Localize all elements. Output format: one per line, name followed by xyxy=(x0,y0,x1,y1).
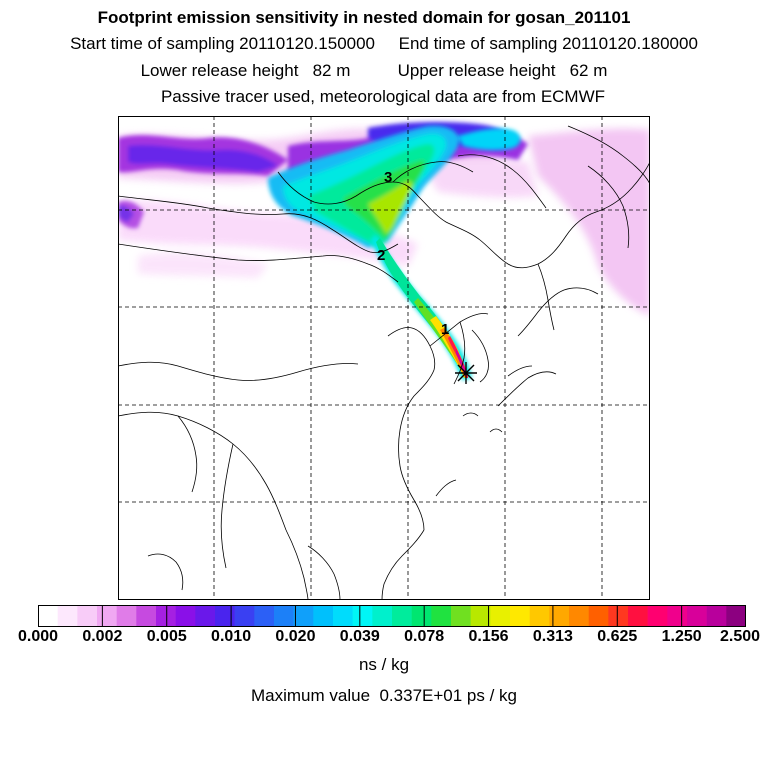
colorbar-units: ns / kg xyxy=(358,655,410,674)
colorbar xyxy=(38,605,746,627)
colorbar-swatch xyxy=(372,605,393,627)
colorbar-swatch xyxy=(667,605,688,627)
colorbar-swatch xyxy=(549,605,570,627)
colorbar-swatch xyxy=(57,605,78,627)
colorbar-swatch xyxy=(352,605,373,627)
graticule xyxy=(118,116,650,600)
coastlines xyxy=(118,125,650,600)
tracer-info-line: Passive tracer used, meteorological data… xyxy=(160,87,606,106)
colorbar-swatch xyxy=(333,605,353,627)
colorbar-swatch xyxy=(529,605,550,627)
colorbar-tick-label: 1.250 xyxy=(661,628,702,645)
colorbar-swatch xyxy=(293,605,314,627)
colorbar-tick-label: 0.313 xyxy=(532,628,573,645)
colorbar-tick-label: 0.078 xyxy=(404,628,445,645)
release-height-line: Lower release height 82 m Upper release … xyxy=(140,61,608,80)
colorbar-swatch xyxy=(451,605,471,627)
colorbar-swatch xyxy=(392,605,412,627)
colorbar-swatch xyxy=(136,605,157,627)
colorbar-swatch xyxy=(588,605,609,627)
colorbar-swatch xyxy=(156,605,176,627)
colorbar-swatch xyxy=(687,605,707,627)
trajectory-label-2: 2 xyxy=(377,247,385,264)
colorbar-swatch xyxy=(706,605,727,627)
colorbar-tick-label: 2.500 xyxy=(719,628,761,645)
colorbar-tick-label: 0.020 xyxy=(275,628,316,645)
plot-title: Footprint emission sensitivity in nested… xyxy=(97,8,631,27)
colorbar-swatch xyxy=(195,605,216,627)
colorbar-swatch xyxy=(77,605,98,627)
colorbar-tick-label: 0.005 xyxy=(146,628,187,645)
colorbar-swatch xyxy=(234,605,255,627)
colorbar-swatch xyxy=(116,605,137,627)
colorbar-swatch xyxy=(510,605,530,627)
colorbar-swatch xyxy=(38,605,58,627)
colorbar-tick-label: 0.000 xyxy=(17,628,59,645)
colorbar-swatch xyxy=(431,605,452,627)
colorbar-swatch xyxy=(97,605,117,627)
maximum-value-label: Maximum value 0.337E+01 ps / kg xyxy=(251,686,517,705)
colorbar-tick-label: 0.156 xyxy=(468,628,509,645)
colorbar-swatch xyxy=(490,605,511,627)
trajectory-label-1: 1 xyxy=(441,321,449,338)
colorbar-swatch xyxy=(647,605,668,627)
footprint-map: 1 2 3 xyxy=(118,116,650,600)
colorbar-swatch xyxy=(254,605,275,627)
asterisk-icon xyxy=(455,362,477,384)
colorbar-swatch xyxy=(411,605,432,627)
colorbar-swatch xyxy=(608,605,629,627)
colorbar-swatch xyxy=(215,605,235,627)
colorbar-swatch xyxy=(313,605,334,627)
colorbar-swatch xyxy=(569,605,589,627)
colorbar-tick-label: 0.039 xyxy=(339,628,380,645)
plume-tongue xyxy=(370,234,472,380)
plume-core xyxy=(268,125,521,248)
colorbar-border xyxy=(38,605,746,627)
trajectory-label-3: 3 xyxy=(384,169,392,186)
colorbar-tick-label: 0.010 xyxy=(211,628,252,645)
colorbar-swatch xyxy=(628,605,648,627)
colorbar-swatch xyxy=(726,605,746,627)
colorbar-swatch xyxy=(274,605,294,627)
colorbar-swatch xyxy=(470,605,491,627)
colorbar-swatch xyxy=(175,605,196,627)
sampling-time-line: Start time of sampling 20110120.150000 E… xyxy=(70,34,698,53)
colorbar-tick-label: 0.002 xyxy=(82,628,123,645)
colorbar-tick-label: 0.625 xyxy=(597,628,638,645)
